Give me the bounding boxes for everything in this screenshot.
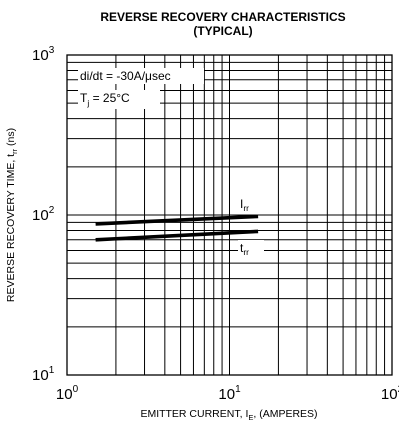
x-tick-label: 100 [56, 384, 79, 403]
y-tick-label: 102 [32, 205, 55, 224]
chart-title: REVERSE RECOVERY CHARACTERISTICS [100, 10, 345, 24]
annotation-temperature-main: T [80, 91, 88, 105]
x-axis-label: EMITTER CURRENT, IE, (AMPERES) [140, 408, 317, 422]
series-lines [95, 214, 259, 242]
y-tick-base: 10 [32, 47, 49, 64]
x-tick-label: 102 [381, 384, 399, 403]
grid-lines [66, 55, 392, 376]
chart-subtitle: (TYPICAL) [193, 24, 252, 38]
series-line-irr [95, 214, 259, 226]
annotation-temperature: Tj = 25°C [78, 90, 160, 109]
y-tick-base: 10 [32, 367, 49, 384]
x-tick-label: 101 [218, 384, 241, 403]
series-label-trr: trr [238, 240, 264, 257]
x-tick-base: 10 [56, 386, 73, 403]
series-label-irr-main: I [240, 197, 243, 211]
y-tick-label: 103 [32, 45, 55, 64]
x-axis-label-sub: E [248, 413, 253, 422]
x-tick-exponent: 2 [398, 384, 399, 395]
x-tick-exponent: 1 [235, 384, 241, 395]
y-axis-label-sub: rr [10, 148, 19, 153]
plot-frame [66, 54, 393, 376]
annotation-temperature-sub: j [86, 98, 89, 108]
tick-labels: 100101102101102103 [32, 45, 399, 403]
series-label-irr-sub: rr [243, 203, 249, 213]
annotation-didt: di/dt = -30A/μsec [78, 68, 204, 84]
y-tick-label: 101 [32, 365, 55, 384]
series-label-irr-text: Irr [240, 197, 249, 213]
series-label-trr-sub: rr [243, 247, 249, 257]
y-axis-label-main: REVERSE RECOVERY TIME, t [5, 154, 17, 302]
series-label-trr-text: trr [240, 241, 249, 257]
y-tick-exponent: 3 [49, 45, 55, 56]
y-tick-exponent: 1 [49, 365, 55, 376]
x-axis-label-main: EMITTER CURRENT, I [140, 408, 248, 420]
x-tick-exponent: 0 [73, 384, 79, 395]
y-axis-label-tail: (ns) [5, 128, 17, 149]
series-label-irr: Irr [238, 196, 264, 213]
x-axis-label-tail: , (AMPERES) [253, 408, 317, 420]
x-tick-base: 10 [381, 386, 398, 403]
y-tick-base: 10 [32, 207, 49, 224]
annotation-temperature-text: Tj = 25°C [80, 91, 130, 108]
annotation-didt-text: di/dt = -30A/μsec [80, 69, 171, 83]
series-line-trr [95, 229, 259, 242]
x-tick-base: 10 [218, 386, 235, 403]
y-tick-exponent: 2 [49, 205, 55, 216]
y-axis-label: REVERSE RECOVERY TIME, trr (ns) [5, 128, 19, 302]
series-label-trr-main: t [240, 241, 244, 255]
annotation-temperature-tail: = 25°C [89, 91, 130, 105]
